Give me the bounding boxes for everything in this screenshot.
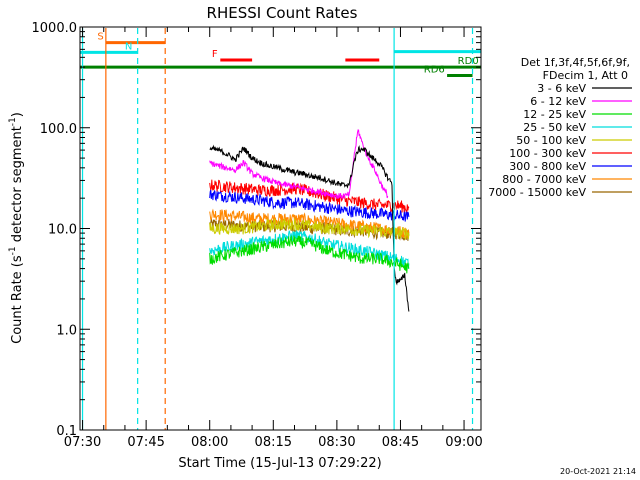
legend-item-label: 800 - 7000 keV (502, 173, 586, 186)
flag-layer: S N F RD0 RD6 (80, 32, 481, 78)
series-line (209, 230, 410, 269)
y-tick-label: 100.0 (40, 122, 77, 137)
x-tick-label: 08:15 (255, 435, 292, 450)
x-tick-label: 08:00 (191, 435, 228, 450)
series-line (209, 179, 410, 213)
generation-timestamp: 20-Oct-2021 21:14 (560, 467, 636, 476)
legend-header-line-1: Det 1f,3f,4f,5f,6f,9f, (521, 56, 630, 69)
legend-item-label: 300 - 800 keV (509, 160, 586, 173)
flag-label: F (212, 49, 218, 60)
legend-item-label: 3 - 6 keV (537, 82, 586, 95)
series-layer (209, 129, 410, 312)
x-tick-label: 09:00 (445, 435, 482, 450)
x-tick-label: 07:45 (127, 435, 164, 450)
series-line (209, 208, 410, 239)
y-tick-label: 10.0 (48, 223, 77, 238)
x-tick-label: 08:30 (318, 435, 355, 450)
x-tick-label: 07:30 (64, 435, 101, 450)
legend-item-label: 7000 - 15000 keV (488, 186, 586, 199)
chart-title: RHESSI Count Rates (207, 4, 358, 22)
y-axis-label: Count Rate (s-1 detector segment-1) (8, 112, 25, 344)
flag-label: RD6 (424, 65, 445, 76)
x-tick-label: 08:45 (382, 435, 419, 450)
legend-item-label: 12 - 25 keV (523, 108, 586, 121)
y-tick-label: 1.0 (56, 323, 77, 338)
legend-item-label: 100 - 300 keV (509, 147, 586, 160)
y-axis-label-sup: -1 (8, 246, 18, 255)
legend-item-label: 6 - 12 keV (530, 95, 586, 108)
y-axis-label-suffix: ) (10, 112, 25, 117)
y-axis-label-prefix: Count Rate (s (10, 255, 25, 344)
series-line (209, 144, 410, 312)
y-tick-label: 1000.0 (32, 21, 78, 36)
y-tick-label: 0.1 (56, 424, 77, 439)
legend-item-label: 50 - 100 keV (516, 134, 586, 147)
series-line (209, 217, 410, 240)
legend-item-label: 25 - 50 keV (523, 121, 586, 134)
flag-label: N (125, 41, 132, 52)
series-line (209, 129, 389, 201)
flag-label: RD0 (458, 56, 479, 67)
legend: Det 1f,3f,4f,5f,6f,9f, FDecim 1, Att 0 3… (488, 56, 632, 199)
series-line (209, 234, 410, 274)
series-line (209, 189, 410, 222)
x-axis-label: Start Time (15-Jul-13 07:29:22) (178, 456, 381, 471)
flag-label: S (97, 32, 103, 43)
legend-header-line-2: FDecim 1, Att 0 (543, 69, 628, 82)
y-axis-label-mid: detector segment (10, 126, 25, 246)
axis-layer: 1000.0 100.0 10.0 1.0 0.107:30 07:45 08:00 08:1… (32, 21, 483, 450)
y-axis-label-sup2: -1 (8, 117, 18, 126)
